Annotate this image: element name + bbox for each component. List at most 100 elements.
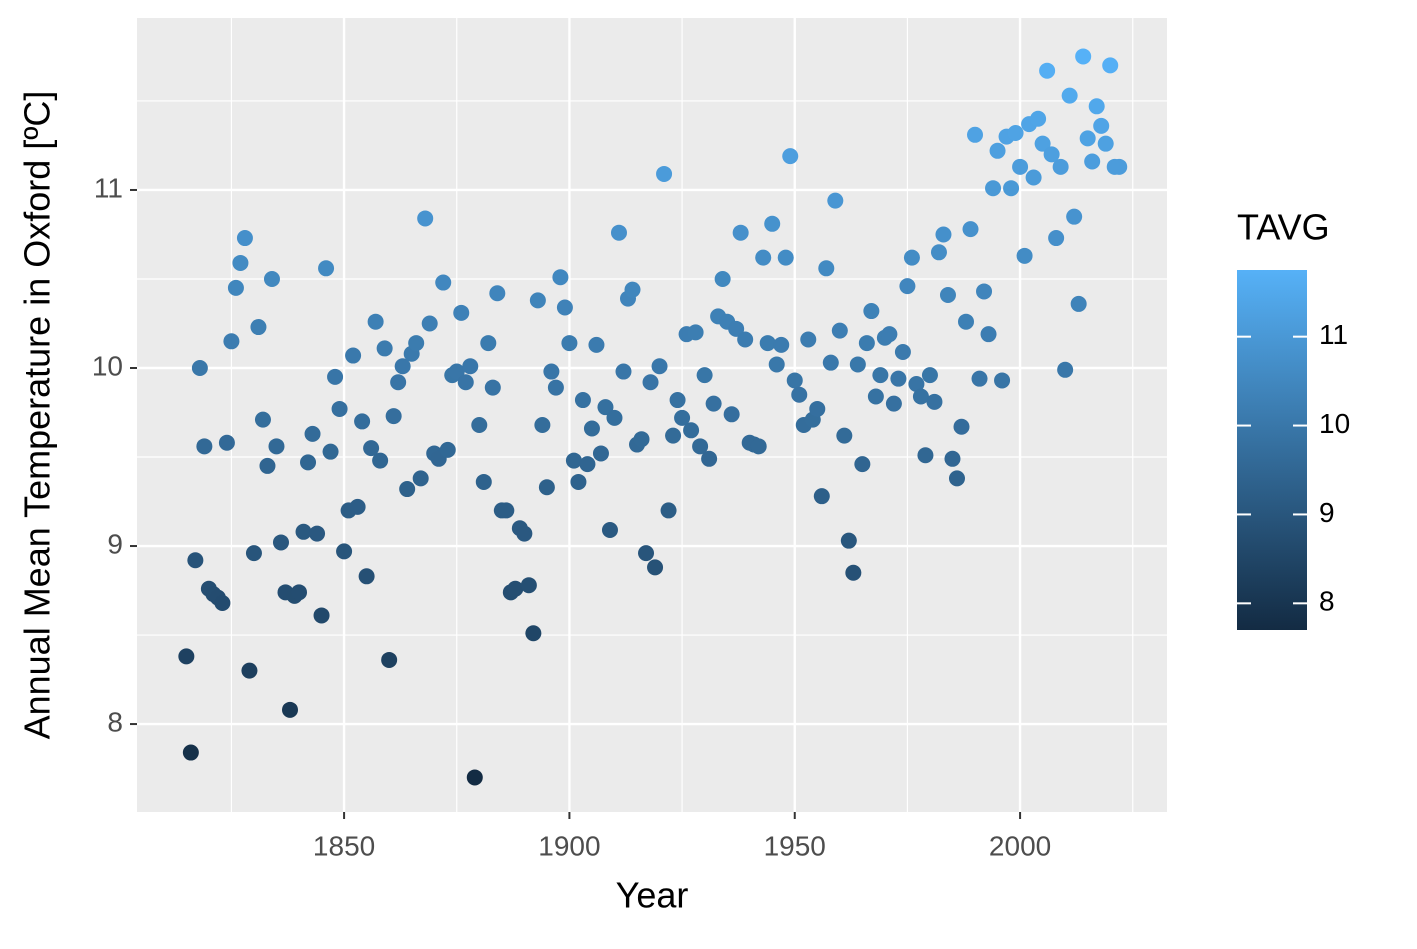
- point: [457, 374, 474, 391]
- point: [471, 416, 488, 433]
- point: [705, 395, 722, 412]
- point: [944, 450, 961, 467]
- point: [899, 278, 916, 295]
- point: [295, 523, 312, 540]
- point: [574, 392, 591, 409]
- x-tick-label: 1900: [538, 830, 600, 861]
- point: [421, 315, 438, 332]
- point: [863, 303, 880, 320]
- point: [1070, 295, 1087, 312]
- point: [647, 559, 664, 576]
- legend-title: TAVG: [1237, 207, 1330, 248]
- point: [552, 269, 569, 286]
- point: [696, 367, 713, 384]
- point: [1034, 135, 1051, 152]
- point: [227, 279, 244, 296]
- point: [245, 545, 262, 562]
- point: [1043, 146, 1060, 163]
- point: [309, 525, 326, 542]
- y-tick-label: 8: [107, 706, 123, 737]
- point: [1079, 130, 1096, 147]
- point: [556, 299, 573, 316]
- point: [976, 283, 993, 300]
- point: [1066, 208, 1083, 225]
- point: [1016, 247, 1033, 264]
- point: [881, 326, 898, 343]
- color-bar: [1237, 270, 1307, 630]
- point: [827, 192, 844, 209]
- point: [912, 388, 929, 405]
- point: [327, 368, 344, 385]
- point: [1084, 153, 1101, 170]
- point: [300, 454, 317, 471]
- point: [439, 441, 456, 458]
- point: [624, 281, 641, 298]
- point: [354, 413, 371, 430]
- point: [782, 148, 799, 165]
- point: [412, 470, 429, 487]
- point: [674, 409, 691, 426]
- point: [489, 285, 506, 302]
- point: [241, 662, 258, 679]
- point: [768, 356, 785, 373]
- point: [1039, 62, 1056, 79]
- point: [930, 244, 947, 261]
- point: [547, 379, 564, 396]
- point: [894, 343, 911, 360]
- point: [633, 431, 650, 448]
- point: [1061, 87, 1078, 104]
- point: [858, 335, 875, 352]
- point: [466, 769, 483, 786]
- point: [687, 324, 704, 341]
- point: [723, 406, 740, 423]
- point: [822, 354, 839, 371]
- point: [349, 498, 366, 515]
- point: [728, 320, 745, 337]
- point: [399, 481, 416, 498]
- point: [232, 254, 249, 271]
- point: [417, 210, 434, 227]
- point: [917, 447, 934, 464]
- point: [845, 564, 862, 581]
- point: [854, 456, 871, 473]
- point: [948, 470, 965, 487]
- point: [254, 411, 271, 428]
- point: [448, 363, 465, 380]
- point: [363, 440, 380, 457]
- point: [692, 438, 709, 455]
- point: [1075, 48, 1092, 65]
- point: [701, 450, 718, 467]
- legend-tick-label: 8: [1319, 586, 1335, 617]
- point: [583, 420, 600, 437]
- point: [831, 322, 848, 339]
- point: [836, 427, 853, 444]
- point: [939, 287, 956, 304]
- point: [737, 331, 754, 348]
- point: [935, 226, 952, 243]
- point: [272, 534, 289, 551]
- x-tick-label: 1850: [313, 830, 375, 861]
- point: [773, 336, 790, 353]
- y-tick-label: 9: [107, 528, 123, 559]
- x-tick-label: 2000: [989, 830, 1051, 861]
- point: [980, 326, 997, 343]
- point: [336, 543, 353, 560]
- point: [962, 221, 979, 238]
- point: [651, 358, 668, 375]
- point: [1012, 158, 1029, 175]
- point: [331, 400, 348, 417]
- point: [178, 648, 195, 665]
- point: [885, 395, 902, 412]
- point: [921, 367, 938, 384]
- point: [732, 224, 749, 241]
- point: [538, 479, 555, 496]
- point: [1052, 158, 1069, 175]
- point: [345, 347, 362, 364]
- point: [1048, 230, 1065, 247]
- point: [660, 502, 677, 519]
- point: [534, 416, 551, 433]
- point: [985, 180, 1002, 197]
- point: [967, 126, 984, 143]
- point: [462, 358, 479, 375]
